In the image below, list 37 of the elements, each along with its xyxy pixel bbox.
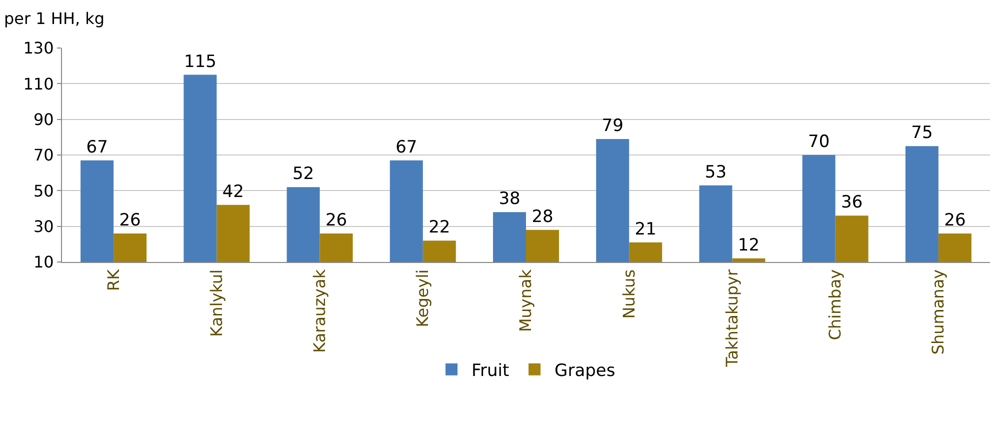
y-tick-label: 10 xyxy=(33,252,54,272)
x-tick-label: Nukus xyxy=(619,269,638,319)
data-label: 79 xyxy=(602,116,624,136)
x-tick-label: Chimbay xyxy=(826,269,845,340)
y-tick-label: 70 xyxy=(33,146,54,165)
data-label: 67 xyxy=(86,137,108,158)
data-label: 53 xyxy=(704,162,727,182)
legend-label: Fruit xyxy=(472,361,510,382)
legend-label: Grapes xyxy=(554,361,616,382)
x-tick-label: Takhtakupyr xyxy=(722,268,742,368)
data-label: 115 xyxy=(184,52,216,72)
data-label: 36 xyxy=(841,192,863,213)
data-label: 38 xyxy=(498,189,520,210)
data-label: 26 xyxy=(119,210,141,230)
x-tick-label: Muynak xyxy=(516,268,536,332)
x-tick-label: RK xyxy=(104,268,123,292)
data-label: 42 xyxy=(222,182,244,202)
x-tick-label: Shumanay xyxy=(928,269,948,355)
data-label: 12 xyxy=(738,235,760,256)
data-label: 26 xyxy=(325,210,348,230)
data-label: 26 xyxy=(944,210,966,230)
data-label: 28 xyxy=(532,206,554,227)
y-tick-label: 50 xyxy=(33,181,54,200)
y-tick-label: 90 xyxy=(33,110,54,129)
x-tick-label: Karauzyak xyxy=(310,268,329,353)
data-label: 70 xyxy=(808,132,830,152)
x-tick-label: Kegeyli xyxy=(413,269,432,328)
data-label: 52 xyxy=(292,164,314,184)
y-axis-title: per 1 HH, kg xyxy=(4,9,105,28)
data-label: 21 xyxy=(634,219,656,240)
data-label: 22 xyxy=(428,218,450,238)
y-tick-label: 30 xyxy=(33,216,54,236)
y-tick-label: 110 xyxy=(23,74,54,94)
data-label: 75 xyxy=(911,123,933,144)
x-tick-label: Kanlykul xyxy=(206,269,226,337)
y-tick-label: 130 xyxy=(23,38,54,58)
data-label: 67 xyxy=(396,137,418,158)
